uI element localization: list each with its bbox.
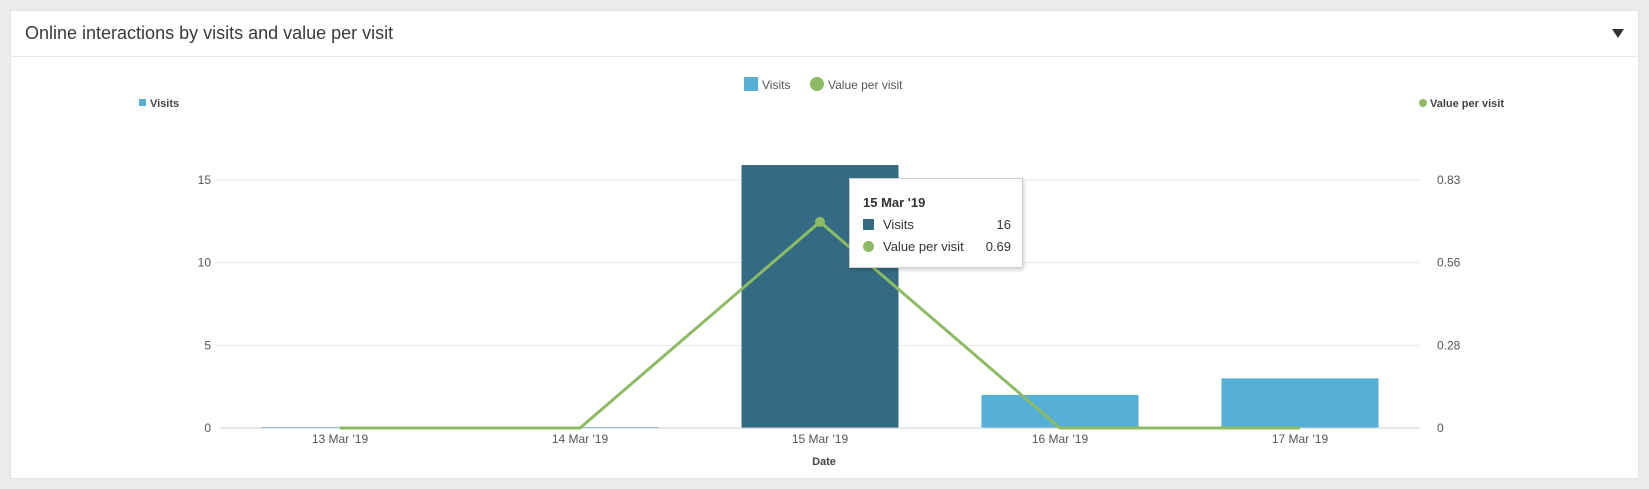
- right-axis-title-swatch: [1419, 99, 1427, 107]
- x-axis-title: Date: [812, 456, 836, 468]
- x-axis-ticks: 13 Mar '19 14 Mar '19 15 Mar '19 16 Mar …: [312, 432, 1329, 446]
- value-per-visit-line: [340, 216, 1300, 430]
- legend-value-label[interactable]: Value per visit: [828, 78, 903, 92]
- visits-bar[interactable]: [1221, 378, 1379, 428]
- right-tick-label: 0.56: [1437, 256, 1461, 270]
- x-tick-label: 13 Mar '19: [312, 432, 369, 446]
- tooltip-row-visits: Visits 16: [863, 217, 1011, 233]
- x-tick-label: 16 Mar '19: [1032, 432, 1089, 446]
- panel-title: Online interactions by visits and value …: [25, 23, 394, 43]
- tooltip-date: 15 Mar '19: [863, 195, 926, 210]
- visits-bar[interactable]: [981, 394, 1139, 428]
- left-tick-label: 5: [204, 338, 211, 352]
- x-tick-label: 14 Mar '19: [552, 432, 609, 446]
- tooltip-row-name: Value per visit: [883, 239, 964, 254]
- visits-bars: [261, 165, 1379, 428]
- legend-visits-swatch[interactable]: [744, 77, 758, 91]
- tooltip-value-swatch: [863, 241, 874, 252]
- collapse-triangle-icon[interactable]: [1612, 29, 1624, 38]
- left-tick-label: 10: [198, 256, 212, 270]
- legend-visits-label[interactable]: Visits: [762, 78, 790, 92]
- left-tick-label: 15: [198, 173, 212, 187]
- tooltip-row-value-per-visit: Value per visit 0.69: [863, 239, 1011, 255]
- tooltip-row-value: 0.69: [985, 239, 1011, 254]
- right-tick-label: 0: [1437, 421, 1444, 435]
- right-axis-ticks: 0 0.28 0.56 0.83: [1437, 173, 1461, 435]
- panel-header: Online interactions by visits and value …: [11, 11, 1638, 57]
- left-tick-label: 0: [204, 421, 211, 435]
- legend-value-swatch[interactable]: [810, 77, 824, 91]
- chart-tooltip: 15 Mar '19 Visits 16 Value per visit 0.6…: [849, 178, 1023, 268]
- tooltip-row-name: Visits: [883, 217, 914, 232]
- left-axis-ticks: 0 5 10 15: [198, 173, 212, 435]
- right-axis-title: Value per visit: [1430, 98, 1504, 110]
- x-tick-label: 17 Mar '19: [1272, 432, 1329, 446]
- tooltip-row-value: 16: [996, 217, 1011, 232]
- legend: Visits Value per visit: [744, 77, 903, 92]
- tooltip-visits-swatch: [863, 219, 874, 230]
- value-per-visit-point[interactable]: [815, 216, 825, 227]
- left-axis-title: Visits: [150, 98, 179, 110]
- left-axis-title-swatch: [139, 99, 146, 106]
- right-tick-label: 0.28: [1437, 338, 1461, 352]
- x-tick-label: 15 Mar '19: [792, 432, 849, 446]
- right-tick-label: 0.83: [1437, 173, 1461, 187]
